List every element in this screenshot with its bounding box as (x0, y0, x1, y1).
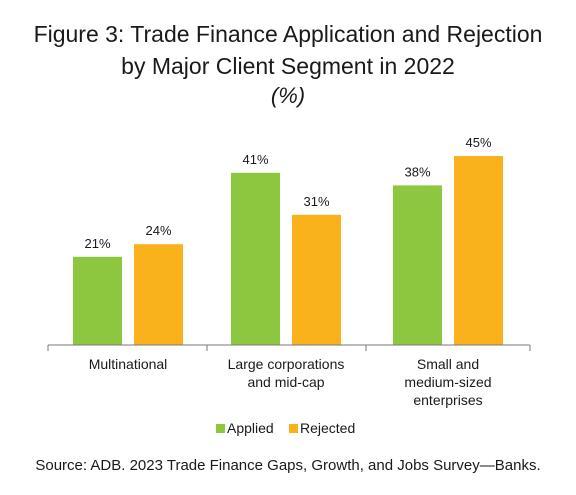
data-label-rejected-0: 24% (145, 223, 171, 238)
chart-unit-subtitle: (%) (270, 83, 306, 108)
source-note: Source: ADB. 2023 Trade Finance Gaps, Gr… (35, 457, 541, 474)
bar-rejected-1 (292, 214, 341, 345)
data-label-rejected-2: 45% (465, 135, 491, 150)
chart-title-line-1: Figure 3: Trade Finance Application and … (33, 21, 543, 47)
bar-rejected-2 (454, 156, 503, 345)
category-label-2-line-2: enterprises (413, 392, 482, 408)
bar-applied-1 (231, 172, 280, 345)
data-label-applied-1: 41% (242, 152, 268, 167)
data-label-applied-0: 21% (84, 236, 110, 251)
category-label-0-line-0: Multinational (89, 356, 168, 372)
category-label-1-line-0: Large corporations (228, 356, 345, 372)
legend-swatch-rejected (289, 424, 298, 433)
category-label-2-line-0: Small and (417, 356, 479, 372)
category-label-1-line-1: and mid-cap (247, 374, 324, 390)
data-label-applied-2: 38% (404, 164, 430, 179)
legend-label-rejected: Rejected (300, 420, 355, 436)
chart-title-line-2: by Major Client Segment in 2022 (121, 53, 455, 79)
data-label-rejected-1: 31% (303, 194, 329, 209)
legend-label-applied: Applied (227, 420, 274, 436)
bar-rejected-0 (134, 244, 183, 345)
category-label-2-line-1: medium-sized (404, 374, 491, 390)
bar-applied-2 (393, 185, 442, 345)
legend-swatch-applied (216, 424, 225, 433)
bar-applied-0 (73, 256, 122, 345)
